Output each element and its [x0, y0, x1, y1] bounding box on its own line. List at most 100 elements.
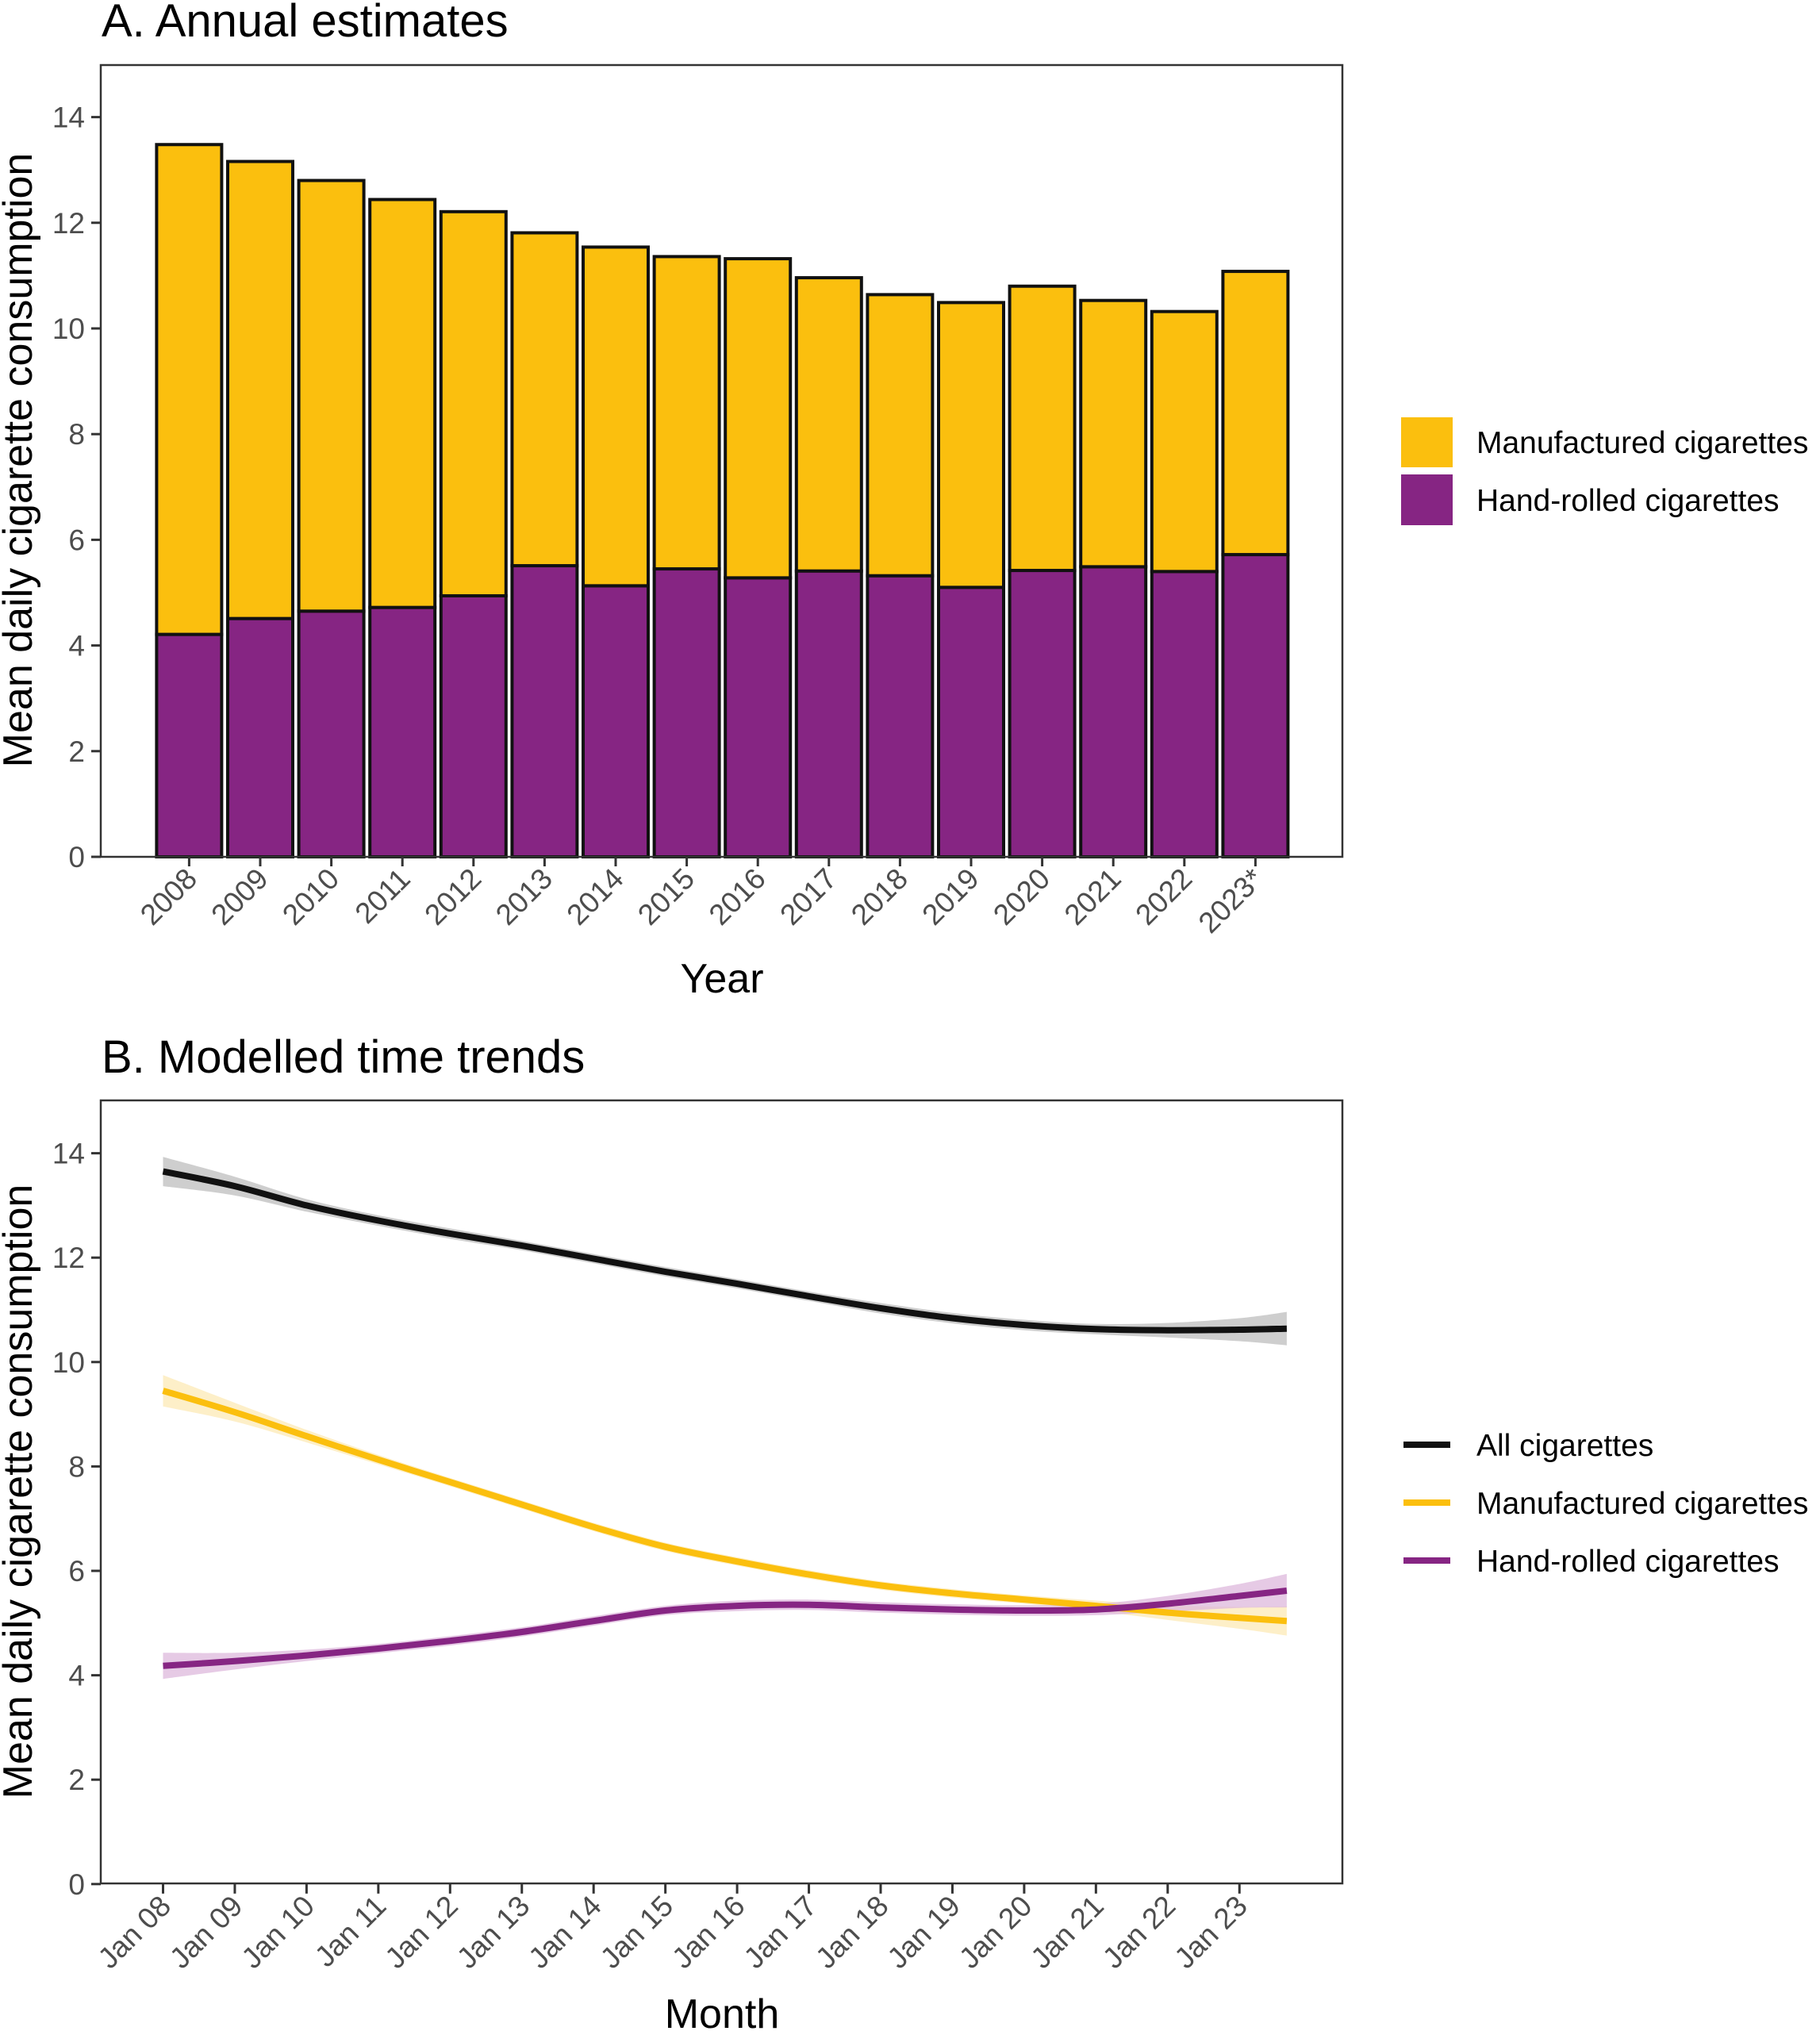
y-tick-label: 10 — [52, 1346, 85, 1379]
y-tick-label: 0 — [68, 841, 85, 873]
bar-hand-rolled — [1150, 570, 1219, 858]
x-tick-label: Jan 18 — [809, 1889, 895, 1975]
x-tick-label: 2011 — [349, 862, 417, 930]
y-tick-label: 12 — [52, 1242, 85, 1274]
x-tick-label: Jan 14 — [522, 1889, 608, 1975]
line-all — [162, 1168, 1287, 1334]
bar-hand-rolled — [794, 569, 863, 858]
x-tick-label: 2022 — [1129, 862, 1198, 931]
x-tick-label: 2023* — [1192, 862, 1269, 939]
x-tick-label: 2013 — [490, 862, 559, 931]
bar-hand-rolled — [866, 574, 935, 858]
x-tick-label: Jan 21 — [1024, 1889, 1110, 1975]
y-tick-label: 8 — [68, 418, 85, 451]
bar-manufactured — [724, 257, 793, 580]
bar-manufactured — [582, 245, 650, 588]
x-tick-label: 2008 — [134, 862, 203, 931]
x-tick-label: 2017 — [774, 862, 843, 931]
panel-b-plot-border — [99, 1099, 1344, 1885]
y-tick-label: 14 — [52, 102, 85, 134]
panel-b-y-axis: 0 2 4 6 8 10 12 14 — [52, 1138, 101, 1901]
y-tick-label: 8 — [68, 1450, 85, 1483]
bar-manufactured — [794, 276, 863, 573]
x-tick-label: Jan 16 — [666, 1889, 751, 1975]
y-tick-label: 2 — [68, 1764, 85, 1796]
bar-hand-rolled — [937, 585, 1005, 859]
x-tick-label: 2014 — [560, 862, 629, 931]
ribbon-hand-rolled — [163, 1573, 1287, 1680]
bar-hand-rolled — [226, 616, 294, 858]
bar-manufactured — [652, 255, 721, 571]
x-tick-label: Jan 20 — [953, 1889, 1039, 1975]
x-tick-label: Jan 10 — [236, 1889, 321, 1975]
panel-a-y-axis-title: Mean daily cigarette consumption — [0, 153, 41, 768]
bar-hand-rolled — [297, 609, 366, 858]
y-tick-label: 6 — [68, 524, 85, 556]
x-tick-label: 2010 — [276, 862, 345, 931]
x-tick-label: 2021 — [1058, 862, 1127, 931]
panel-b-x-axis-title: Month — [665, 1991, 780, 2031]
x-tick-label: 2019 — [916, 862, 985, 931]
panel-b-title: B. Modelled time trends — [102, 1031, 585, 1083]
panel-b-y-axis-title: Mean daily cigarette consumption — [0, 1184, 41, 1799]
bar-hand-rolled — [155, 632, 224, 858]
x-tick-label: 2012 — [418, 862, 487, 931]
bar-manufactured — [510, 231, 579, 568]
panel-b: B. Modelled time trends Mean daily cigar… — [0, 1031, 1808, 2031]
y-tick-label: 6 — [68, 1555, 85, 1588]
panel-b-lines — [162, 1168, 1288, 1669]
y-tick-label: 4 — [68, 630, 85, 662]
panel-a-x-axis: 2008 2009 2010 2011 2012 2013 2014 2015 2016 2017… — [134, 857, 1269, 939]
bar-manufactured — [1150, 309, 1219, 574]
x-tick-label: 2015 — [632, 862, 701, 931]
line-hand-rolled — [163, 1588, 1288, 1669]
bar-hand-rolled — [652, 567, 721, 859]
line-manufactured — [162, 1388, 1288, 1625]
legend-label-manufactured: Manufactured cigarettes — [1476, 426, 1808, 460]
bar-manufactured — [1079, 298, 1148, 569]
x-tick-label: Jan 23 — [1168, 1889, 1254, 1975]
x-tick-label: Jan 09 — [163, 1889, 249, 1975]
bar-manufactured — [297, 179, 366, 613]
bar-hand-rolled — [1079, 565, 1148, 859]
panel-a: A. Annual estimates Mean daily cigarette… — [0, 0, 1808, 1002]
legend-swatch-manufactured — [1401, 417, 1453, 467]
x-tick-label: 2020 — [987, 862, 1056, 931]
x-tick-label: Jan 11 — [309, 1889, 393, 1973]
x-tick-label: 2009 — [205, 862, 274, 931]
panel-a-y-axis: 0 2 4 6 8 10 12 14 — [52, 102, 101, 873]
y-tick-label: 14 — [52, 1138, 85, 1170]
bar-manufactured — [866, 293, 935, 578]
panel-a-bars — [155, 143, 1290, 859]
bar-hand-rolled — [368, 605, 437, 858]
bar-hand-rolled — [439, 593, 508, 858]
y-tick-label: 12 — [52, 207, 85, 240]
panel-a-plot-border — [99, 63, 1344, 858]
ribbon-manufactured — [163, 1375, 1287, 1636]
x-tick-label: Jan 22 — [1096, 1889, 1182, 1975]
x-tick-label: Jan 19 — [881, 1889, 967, 1975]
y-tick-label: 4 — [68, 1660, 85, 1692]
panel-a-x-axis-title: Year — [680, 956, 763, 1002]
x-tick-label: 2016 — [703, 862, 772, 931]
bar-hand-rolled — [1221, 553, 1290, 858]
legend-label-manufactured: Manufactured cigarettes — [1476, 1487, 1808, 1521]
ribbon-all — [163, 1157, 1287, 1346]
bar-hand-rolled — [510, 564, 579, 858]
bar-hand-rolled — [724, 576, 793, 858]
bar-manufactured — [226, 159, 294, 620]
panel-a-title: A. Annual estimates — [102, 0, 509, 47]
bar-hand-rolled — [1008, 569, 1077, 858]
y-tick-label: 2 — [68, 735, 85, 768]
x-tick-label: Jan 12 — [378, 1889, 464, 1975]
legend-label-all: All cigarettes — [1476, 1429, 1653, 1463]
x-tick-label: 2018 — [845, 862, 914, 931]
legend-swatch-hand-rolled — [1401, 474, 1453, 525]
bar-manufactured — [1008, 284, 1077, 573]
bar-manufactured — [937, 301, 1005, 589]
panel-b-legend: All cigarettes Manufactured cigarettes H… — [1403, 1429, 1808, 1579]
x-tick-label: Jan 15 — [594, 1889, 680, 1975]
legend-label-hand-rolled: Hand-rolled cigarettes — [1476, 1545, 1780, 1579]
